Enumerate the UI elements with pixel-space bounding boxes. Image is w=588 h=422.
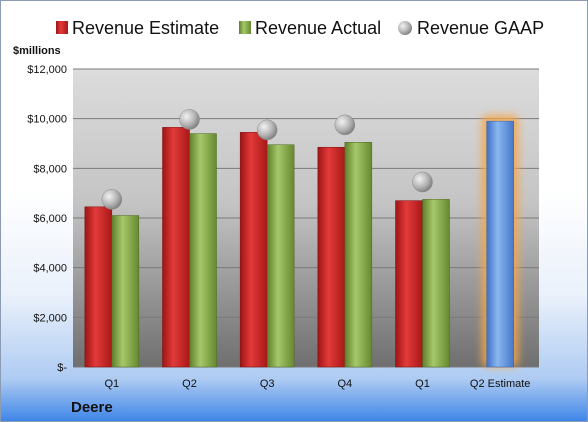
legend-label-revenue-gaap: Revenue GAAP <box>417 18 544 38</box>
y-tick-label: $6,000 <box>33 213 67 225</box>
legend-label-revenue-actual: Revenue Actual <box>255 18 381 38</box>
legend-item-revenue-estimate[interactable]: Revenue Estimate <box>56 18 219 38</box>
x-tick-label: Q3 <box>260 378 275 390</box>
legend-swatch-revenue-estimate <box>56 21 68 34</box>
marker-revenue-gaap[interactable] <box>334 114 356 136</box>
marker-revenue-gaap[interactable] <box>412 171 433 193</box>
y-tick-label: $12,000 <box>27 64 67 76</box>
y-tick-label: $- <box>57 362 67 374</box>
bar-revenue-estimate-forecast[interactable] <box>486 120 514 368</box>
marker-revenue-gaap[interactable] <box>101 189 123 210</box>
bar-revenue-actual[interactable] <box>266 144 295 368</box>
x-tick-label: Q1 <box>415 378 430 390</box>
gridlines <box>73 68 539 368</box>
y-unit-label: $millions <box>13 45 61 57</box>
legend-swatch-revenue-actual <box>239 21 251 34</box>
x-axis-ticks: Q1 Q2 Q3 Q4 Q1 Q2 Estimate <box>104 378 530 390</box>
bar-revenue-estimate[interactable] <box>317 146 346 368</box>
gaap-markers <box>101 109 433 210</box>
bar-revenue-estimate[interactable] <box>84 206 113 368</box>
y-tick-label: $4,000 <box>33 263 67 275</box>
legend-item-revenue-gaap[interactable]: Revenue GAAP <box>398 18 544 38</box>
legend: Revenue Estimate Revenue Actual Revenue … <box>56 18 544 38</box>
bars <box>84 115 519 368</box>
y-tick-label: $10,000 <box>27 114 67 126</box>
bar-revenue-estimate[interactable] <box>162 127 190 368</box>
bar-revenue-estimate[interactable] <box>395 200 423 368</box>
bar-revenue-actual[interactable] <box>344 142 373 368</box>
legend-item-revenue-actual[interactable]: Revenue Actual <box>239 18 381 38</box>
x-tick-label: Q1 <box>104 378 119 390</box>
legend-swatch-revenue-gaap <box>398 21 412 35</box>
x-tick-label: Q2 <box>182 378 197 390</box>
x-tick-label: Q4 <box>337 378 352 390</box>
marker-revenue-gaap[interactable] <box>256 119 278 141</box>
bar-revenue-estimate[interactable] <box>239 132 268 368</box>
bar-revenue-actual[interactable] <box>189 133 217 368</box>
bar-revenue-actual[interactable] <box>422 199 450 368</box>
marker-revenue-gaap[interactable] <box>179 109 200 130</box>
bar-revenue-actual[interactable] <box>111 215 140 368</box>
company-label: Deere <box>71 399 113 416</box>
legend-label-revenue-estimate: Revenue Estimate <box>72 18 219 38</box>
y-tick-label: $8,000 <box>33 163 67 175</box>
y-axis-ticks: $- $2,000 $4,000 $6,000 $8,000 $10,000 $12,000 <box>27 64 67 374</box>
x-tick-label: Q2 Estimate <box>470 378 531 390</box>
y-tick-label: $2,000 <box>33 312 67 324</box>
